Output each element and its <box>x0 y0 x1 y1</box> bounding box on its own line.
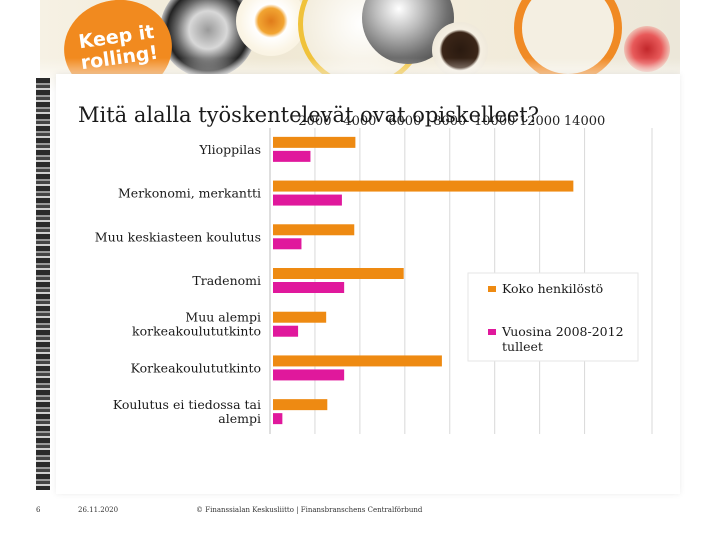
footer-copyright: © Finanssialan Keskusliitto | Finansbran… <box>196 506 423 514</box>
legend-label: tulleet <box>502 339 543 354</box>
category-label: Muu alempi <box>185 310 261 325</box>
category-label: Muu keskiasteen koulutus <box>95 229 261 244</box>
legend-swatch <box>488 329 496 335</box>
legend-swatch <box>488 286 496 292</box>
flower-image <box>236 0 306 56</box>
page-number: 6 <box>36 506 41 514</box>
bar-koko <box>273 136 356 148</box>
bar-vuosina <box>273 282 345 293</box>
category-label: Tradenomi <box>192 273 261 288</box>
x-tick-label: 2000 <box>298 114 331 129</box>
legend-label: Koko henkilöstö <box>502 281 603 296</box>
x-tick-label: 8000 <box>433 114 466 129</box>
x-tick-label: 10000 <box>474 114 515 129</box>
bar-koko <box>273 224 355 236</box>
x-tick-label: 12000 <box>519 114 560 129</box>
category-label: Korkeakoulututkinto <box>131 360 261 375</box>
x-tick-label: 6000 <box>388 114 421 129</box>
x-tick-label: 4000 <box>343 114 376 129</box>
bar-vuosina <box>273 413 283 425</box>
film-strip-decoration <box>36 78 50 490</box>
bar-vuosina <box>273 150 311 162</box>
category-label: korkeakoulututkinto <box>132 324 261 339</box>
bar-koko <box>273 399 328 411</box>
bar-koko <box>273 268 404 279</box>
footer-date: 26.11.2020 <box>78 506 119 514</box>
bar-vuosina <box>273 194 342 206</box>
bar-koko <box>273 180 574 192</box>
bar-vuosina <box>273 369 345 381</box>
legend-label: Vuosina 2008-2012 <box>501 324 624 339</box>
slide-title: Mitä alalla työskentelevät ovat opiskell… <box>78 103 540 127</box>
x-tick-label: 14000 <box>564 114 605 129</box>
bar-vuosina <box>273 325 299 337</box>
category-label: Koulutus ei tiedossa tai <box>113 397 261 412</box>
bar-vuosina <box>273 238 302 250</box>
category-label: alempi <box>218 411 261 426</box>
bar-koko <box>273 355 442 367</box>
category-label: Merkonomi, merkantti <box>118 186 261 201</box>
legend-box <box>467 272 639 362</box>
bar-koko <box>273 311 327 323</box>
category-label: Ylioppilas <box>198 142 261 157</box>
